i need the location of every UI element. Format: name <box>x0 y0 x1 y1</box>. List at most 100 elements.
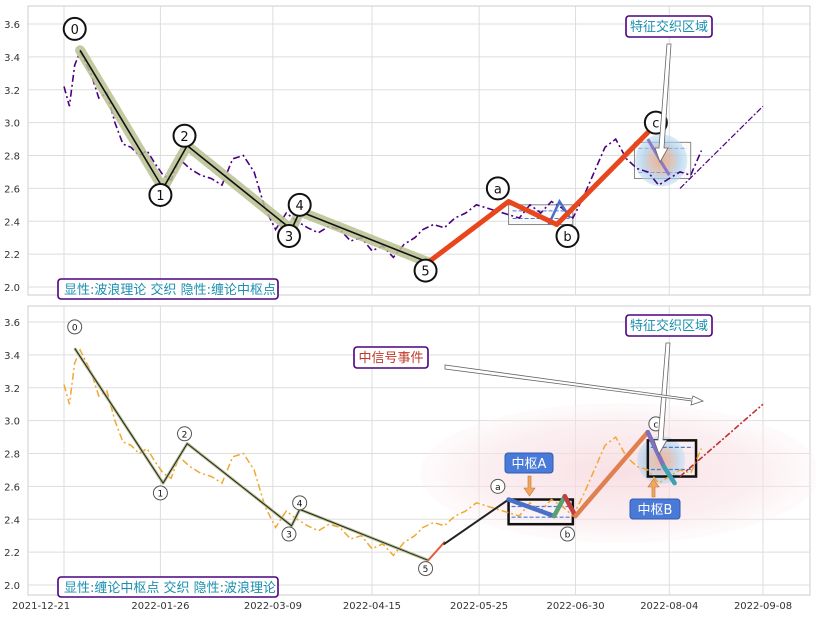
wave-label-b: b <box>563 230 571 245</box>
wave-label-0-circle <box>62 16 87 41</box>
y-tick-label: 3.4 <box>4 351 20 362</box>
wave-label-5-circle <box>413 258 438 283</box>
y-tick-label: 3.2 <box>4 86 20 97</box>
wave-label-a: a <box>495 483 501 493</box>
bottom-segment-1 <box>443 498 510 545</box>
wave-label-3-circle <box>281 526 297 542</box>
top-y-ticks: 2.0 2.2 2.4 2.6 2.8 3.0 3.2 3.4 3.6 <box>4 20 20 294</box>
bottom-segment-7 <box>661 464 677 486</box>
top-feature-box <box>625 15 713 38</box>
wave-label-0: 0 <box>71 23 79 38</box>
pivot-b-label-box <box>629 498 681 520</box>
bottom-caption: 显性:缠论中枢点 交织 隐性:波浪理论 <box>57 576 279 598</box>
signal-event-text: 中信号事件 <box>358 351 423 366</box>
top-feature-annotation: 特征交织区域 <box>625 15 713 163</box>
x-tick-label: 2021-12-21 <box>12 601 70 612</box>
wave-label-0: 0 <box>72 323 78 333</box>
pivot-a-label: 中枢A <box>512 457 547 472</box>
wave-label-2-circle <box>177 426 193 442</box>
bottom-y-ticks: 2.0 2.2 2.4 2.6 2.8 3.0 3.2 3.4 3.6 <box>4 318 20 592</box>
bottom-caption-box <box>57 576 279 598</box>
x-tick-label: 2022-04-15 <box>343 601 401 612</box>
top-wave-line <box>79 49 429 264</box>
wave-label-2: 2 <box>182 430 188 440</box>
top-panel: 2.0 2.2 2.4 2.6 2.8 3.0 3.2 3.4 3.6 0 1 2 3 4 5 a b c 特征… <box>4 5 811 300</box>
y-tick-label: 3.0 <box>4 119 20 130</box>
pivot-b-arrow <box>647 478 660 498</box>
wave-label-4-circle <box>292 495 308 511</box>
y-tick-label: 2.0 <box>4 581 20 592</box>
top-swing-c <box>646 138 671 176</box>
pivot-a-label-box <box>504 452 554 474</box>
wave-label-b-circle <box>555 224 580 249</box>
y-tick-label: 3.2 <box>4 384 20 395</box>
top-feature-text: 特征交织区域 <box>630 19 708 35</box>
wave-label-5: 5 <box>423 565 429 575</box>
y-tick-label: 2.2 <box>4 250 20 261</box>
bottom-feature-annotation: 特征交织区域 <box>625 314 713 455</box>
wave-label-2: 2 <box>180 130 188 145</box>
pivot-b-label: 中枢B <box>638 503 673 518</box>
top-wave-labels: 0 1 2 3 4 5 a b c <box>62 16 668 283</box>
y-tick-label: 3.4 <box>4 53 20 64</box>
top-orange-path <box>425 130 651 265</box>
wave-label-1: 1 <box>156 189 164 204</box>
bottom-segment-2 <box>506 497 557 519</box>
bottom-x-ticks: 2021-12-21 2022-01-26 2022-03-09 2022-04-15… <box>12 601 792 612</box>
bottom-feature-arrow <box>653 342 671 455</box>
pivot-a-arrow <box>523 475 536 497</box>
bottom-segment-3 <box>551 493 568 519</box>
wave-label-b: b <box>565 531 571 541</box>
wave-label-3-circle <box>276 224 301 249</box>
bottom-wave-labels: 0 1 2 3 4 5 a b c <box>67 319 664 577</box>
y-tick-label: 2.6 <box>4 184 20 195</box>
wave-label-4: 4 <box>297 499 303 509</box>
bottom-wave-line <box>74 348 429 561</box>
wave-label-3: 3 <box>285 230 293 245</box>
bottom-feature-text: 特征交织区域 <box>630 318 708 334</box>
top-caption: 显性:波浪理论 交织 隐性:缠论中枢点 <box>57 278 279 300</box>
signal-event-box <box>353 346 429 369</box>
y-tick-label: 2.8 <box>4 450 20 461</box>
bottom-segment-6 <box>645 429 667 469</box>
top-caption-text: 显性:波浪理论 交织 隐性:缠论中枢点 <box>64 282 276 298</box>
top-grid <box>28 6 810 295</box>
top-projection-line <box>679 105 764 189</box>
x-tick-label: 2022-05-25 <box>450 601 508 612</box>
x-tick-label: 2022-08-04 <box>640 601 698 612</box>
y-tick-label: 2.8 <box>4 152 20 163</box>
bottom-panel: 2.02.22.42.62.83.03.23.43.6 2021-12-21 20… <box>4 305 816 612</box>
bottom-segment-5 <box>573 429 651 519</box>
y-tick-label: 3.6 <box>4 20 20 31</box>
wave-label-1-circle <box>152 485 168 501</box>
wave-label-2-circle <box>172 123 197 148</box>
top-feature-arrow <box>654 43 672 163</box>
bottom-series <box>63 347 764 562</box>
y-tick-label: 2.0 <box>4 283 20 294</box>
pivot-b-annotation: 中枢B <box>629 478 681 520</box>
signal-highlight-ellipse <box>420 403 816 543</box>
signal-event-arrow <box>444 364 705 406</box>
wave-label-4: 4 <box>296 199 304 214</box>
signal-event-annotation: 中信号事件 <box>353 346 705 406</box>
bottom-segment-0 <box>427 541 446 562</box>
top-series <box>63 45 764 268</box>
bottom-caption-text: 显性:缠论中枢点 交织 隐性:波浪理论 <box>64 580 276 596</box>
wave-label-4-circle <box>287 192 312 217</box>
y-tick-label: 3.6 <box>4 318 20 329</box>
x-tick-label: 2022-06-30 <box>546 601 604 612</box>
wave-label-a: a <box>494 182 502 197</box>
y-tick-label: 2.2 <box>4 548 20 559</box>
wave-label-5-circle <box>418 561 434 577</box>
x-tick-label: 2022-03-09 <box>244 601 302 612</box>
wave-label-b-circle <box>559 526 575 542</box>
bottom-feature-box <box>625 314 713 337</box>
bottom-segment-4 <box>562 493 578 519</box>
y-tick-label: 2.6 <box>4 482 20 493</box>
wave-label-a-circle <box>485 176 510 201</box>
wave-label-0-circle <box>67 319 83 335</box>
wave-label-3: 3 <box>286 531 292 541</box>
wave-label-5: 5 <box>421 265 429 280</box>
